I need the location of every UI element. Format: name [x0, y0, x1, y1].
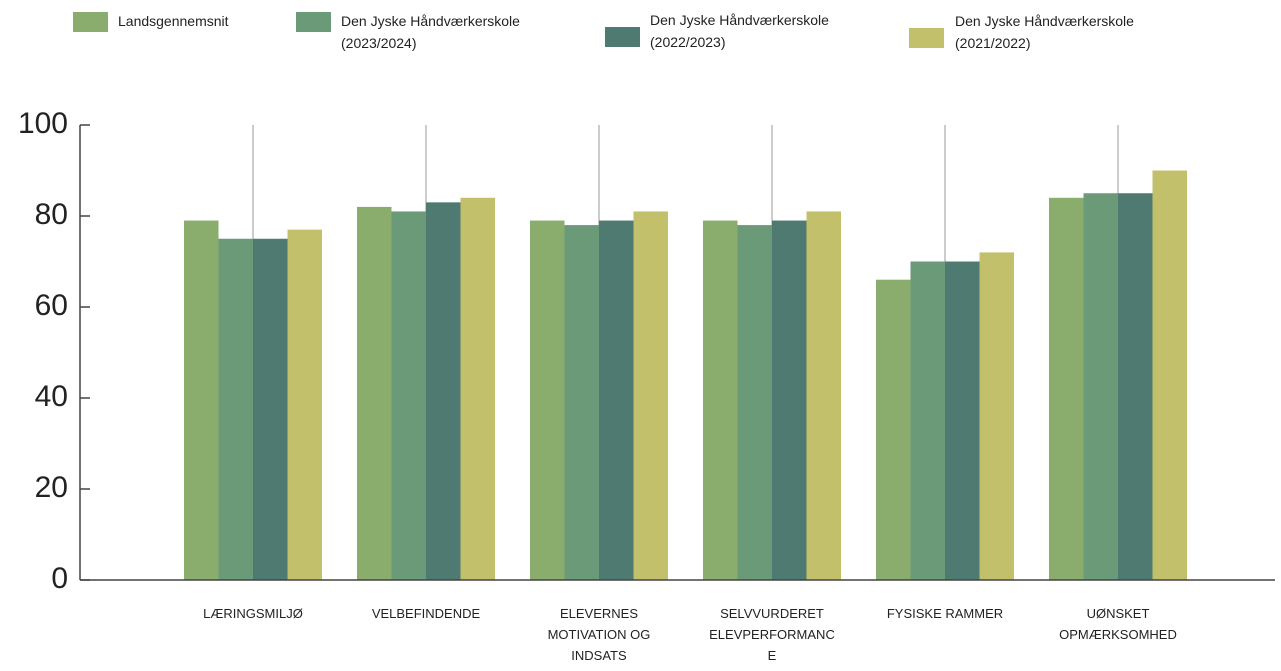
legend-swatch	[909, 28, 944, 48]
bar	[876, 279, 911, 580]
legend-label: Den Jyske Håndværkerskole (2023/2024)	[341, 13, 520, 51]
x-tick-label: UØNSKET OPMÆRKSOMHED	[1059, 606, 1177, 642]
bar	[703, 220, 738, 581]
legend-label: Den Jyske Håndværkerskole (2022/2023)	[650, 12, 829, 50]
bar	[599, 220, 634, 581]
bar	[910, 261, 945, 580]
bar	[460, 197, 495, 581]
legend-label: Landsgennemsnit	[118, 13, 229, 29]
y-tick-label: 80	[35, 198, 68, 231]
legend-swatch	[296, 12, 331, 32]
x-tick-label: SELVVURDERET ELEVPERFORMANC E	[709, 606, 835, 663]
x-tick-label: LÆRINGSMILJØ	[203, 606, 303, 621]
bar	[737, 225, 772, 580]
bar	[806, 211, 841, 580]
bar	[1049, 197, 1084, 581]
bar	[253, 238, 288, 580]
bar	[1083, 193, 1118, 580]
x-tick-label: FYSISKE RAMMER	[886, 606, 1004, 621]
x-tick-label: ELEVERNES MOTIVATION OG INDSATS	[547, 606, 651, 663]
bar	[357, 206, 392, 580]
y-tick-label: 40	[35, 380, 68, 413]
x-tick-label: VELBEFINDENDE	[371, 606, 481, 621]
bar	[426, 202, 461, 580]
bar	[530, 220, 565, 581]
bar	[287, 229, 322, 580]
bar	[218, 238, 253, 580]
y-tick-label: 20	[35, 471, 68, 504]
bar	[945, 261, 980, 580]
bar	[772, 220, 807, 581]
y-tick-label: 60	[35, 289, 68, 322]
y-tick-label: 100	[18, 107, 68, 140]
bar	[633, 211, 668, 580]
bar	[564, 225, 599, 580]
bar	[391, 211, 426, 580]
legend-swatch	[605, 27, 640, 47]
legend-label: Den Jyske Håndværkerskole (2021/2022)	[955, 13, 1134, 51]
bar	[979, 252, 1014, 580]
bar	[1152, 170, 1187, 580]
bar	[184, 220, 219, 581]
legend-swatch	[73, 12, 108, 32]
bar	[1118, 193, 1153, 580]
y-tick-label: 0	[51, 562, 68, 595]
